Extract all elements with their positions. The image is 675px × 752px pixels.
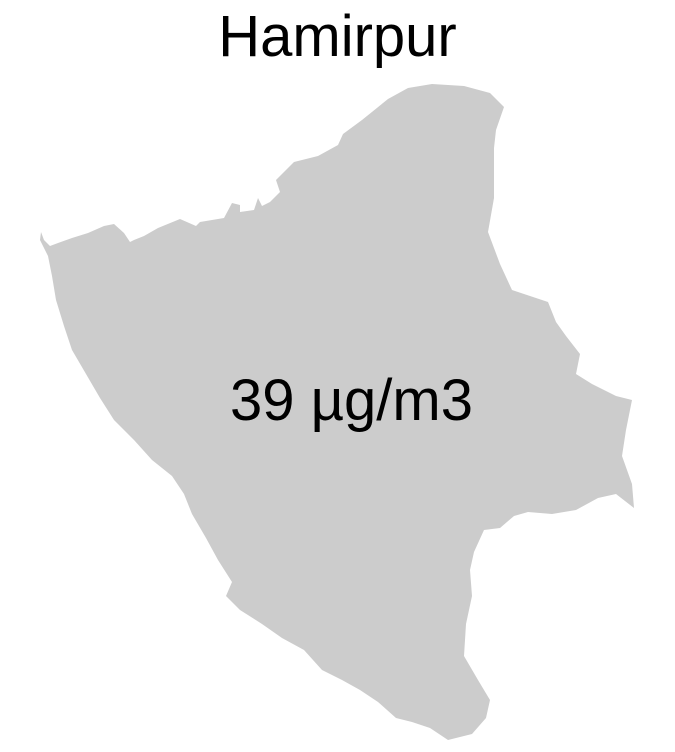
district-region — [40, 84, 634, 740]
map-title: Hamirpur — [218, 4, 457, 69]
region-value-label: 39 µg/m3 — [230, 368, 473, 433]
